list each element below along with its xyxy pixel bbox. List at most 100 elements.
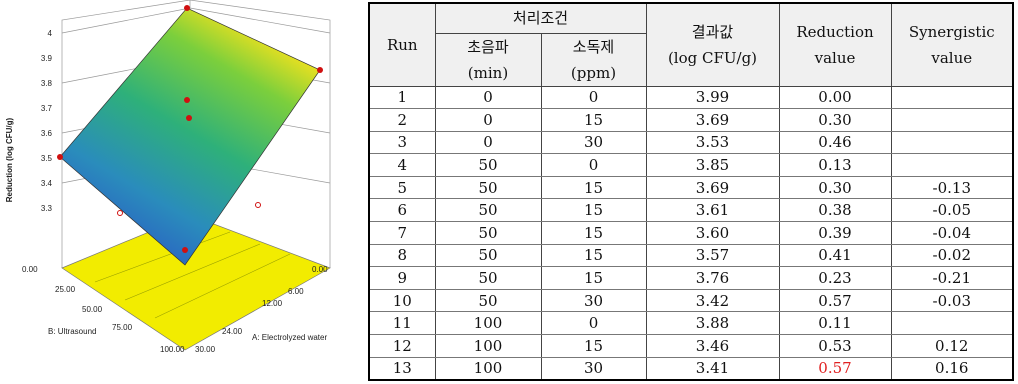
table-cell: 100 [434,356,542,381]
table-cell: 30 [540,288,647,313]
table-cell: 15 [540,266,647,290]
table-cell: 15 [540,243,647,268]
table-row: 5 50 15 3.69 0.30 -0.13 [368,175,1014,200]
header-ultrasound: 초음파 (min) [434,32,542,87]
table-cell: 6 [368,198,436,223]
table-cell: 100 [434,311,542,336]
table-cell: 0 [434,108,542,132]
table-row: 1 0 0 3.99 0.00 [368,85,1014,110]
header-text: (min) [467,63,509,82]
table-cell: 0.41 [778,243,892,268]
table-cell: 100 [434,334,542,358]
axis-text: 100.00 [160,345,185,354]
header-text: 소독제 [572,37,615,56]
hidden-points [117,202,261,216]
axis-text: 3.6 [41,129,53,138]
table-cell: 15 [540,334,647,358]
table-cell: 0 [540,153,647,177]
axis-text: Reduction (log CFU/g) [5,117,14,202]
table-cell: 50 [434,175,542,200]
header-reduction: Reduction value [778,2,892,87]
axis-text: 3.7 [41,104,53,113]
table-cell: 3.57 [645,243,780,268]
table-cell: -0.21 [890,266,1014,290]
table-cell: 0.38 [778,198,892,223]
table-cell: 0.57 [778,356,892,381]
table-cell: 15 [540,221,647,245]
table-cell: 0 [540,311,647,336]
table-cell: 13 [368,356,436,381]
table-cell: 7 [368,221,436,245]
table-row: 13 100 30 3.41 0.57 0.16 [368,356,1014,381]
table-cell: 3.88 [645,311,780,336]
table-cell: -0.04 [890,221,1014,245]
table-cell: 3.61 [645,198,780,223]
header-text: value [931,48,973,67]
table-cell: -0.02 [890,243,1014,268]
axis-text: A: Electrolyzed water [252,333,327,342]
table-cell: -0.13 [890,175,1014,200]
axis-text: 3.3 [41,204,53,213]
table-cell: 0.11 [778,311,892,336]
table-cell: 0.46 [778,130,892,155]
table-row: 10 50 30 3.42 0.57 -0.03 [368,288,1014,313]
table-cell: 8 [368,243,436,268]
table-cell: 50 [434,198,542,223]
table-cell: 0.30 [778,175,892,200]
axis-text: 50.00 [82,305,103,314]
table-cell: 3.69 [645,108,780,132]
header-text: Synergistic [908,22,995,41]
table-cell: 0.57 [778,288,892,313]
table-row: 6 50 15 3.61 0.38 -0.05 [368,198,1014,223]
table-cell: 0.12 [890,334,1014,358]
table-cell: 3.99 [645,85,780,110]
table-cell: 12 [368,334,436,358]
contour-lines [94,231,291,319]
axis-text: 0.00 [312,265,328,274]
table-cell: 0.23 [778,266,892,290]
axis-text: 25.00 [55,285,76,294]
axis-text: 12.00 [262,299,283,308]
table-row: 7 50 15 3.60 0.39 -0.04 [368,221,1014,245]
header-text: 결과값 [691,22,734,41]
axis-text: 4 [48,29,53,38]
response-surface [59,7,321,266]
table-cell: 3 [368,130,436,155]
table-cell: 30 [540,130,647,155]
table-cell: 9 [368,266,436,290]
axis-text: 3.9 [41,54,53,63]
table-cell: 0.13 [778,153,892,177]
axis-text: 75.00 [112,323,133,332]
table-cell: 2 [368,108,436,132]
table-cell: 10 [368,288,436,313]
table-cell: 50 [434,288,542,313]
table-cell: 3.41 [645,356,780,381]
header-text: Reduction [796,22,874,41]
table-cell: 50 [434,153,542,177]
table-row: 4 50 0 3.85 0.13 [368,153,1014,177]
table-cell: 0.16 [890,356,1014,381]
header-run: Run [368,2,436,87]
table-cell: 3.60 [645,221,780,245]
table-cell: 1 [368,85,436,110]
table-cell: 15 [540,175,647,200]
axis-text: 30.00 [195,345,216,354]
table-cell: 0.00 [778,85,892,110]
table-row: 3 0 30 3.53 0.46 [368,130,1014,155]
table-cell: 3.46 [645,334,780,358]
table-cell: 11 [368,311,436,336]
table-cell: -0.05 [890,198,1014,223]
axis-text: 0.00 [22,265,38,274]
table-row: 11 100 0 3.88 0.11 [368,311,1014,336]
header-text: 초음파 [467,37,509,56]
header-text: (ppm) [570,63,617,82]
axis-text: 6.00 [288,287,304,296]
table-cell: 0 [540,85,647,110]
table-row: 8 50 15 3.57 0.41 -0.02 [368,243,1014,268]
table-cell: 15 [540,198,647,223]
axis-text: 24.00 [222,327,243,336]
axis-text: 3.5 [41,154,53,163]
table-cell: 30 [540,356,647,381]
header-result: 결과값 (log CFU/g) [645,2,780,87]
axis-text: 3.8 [41,79,53,88]
